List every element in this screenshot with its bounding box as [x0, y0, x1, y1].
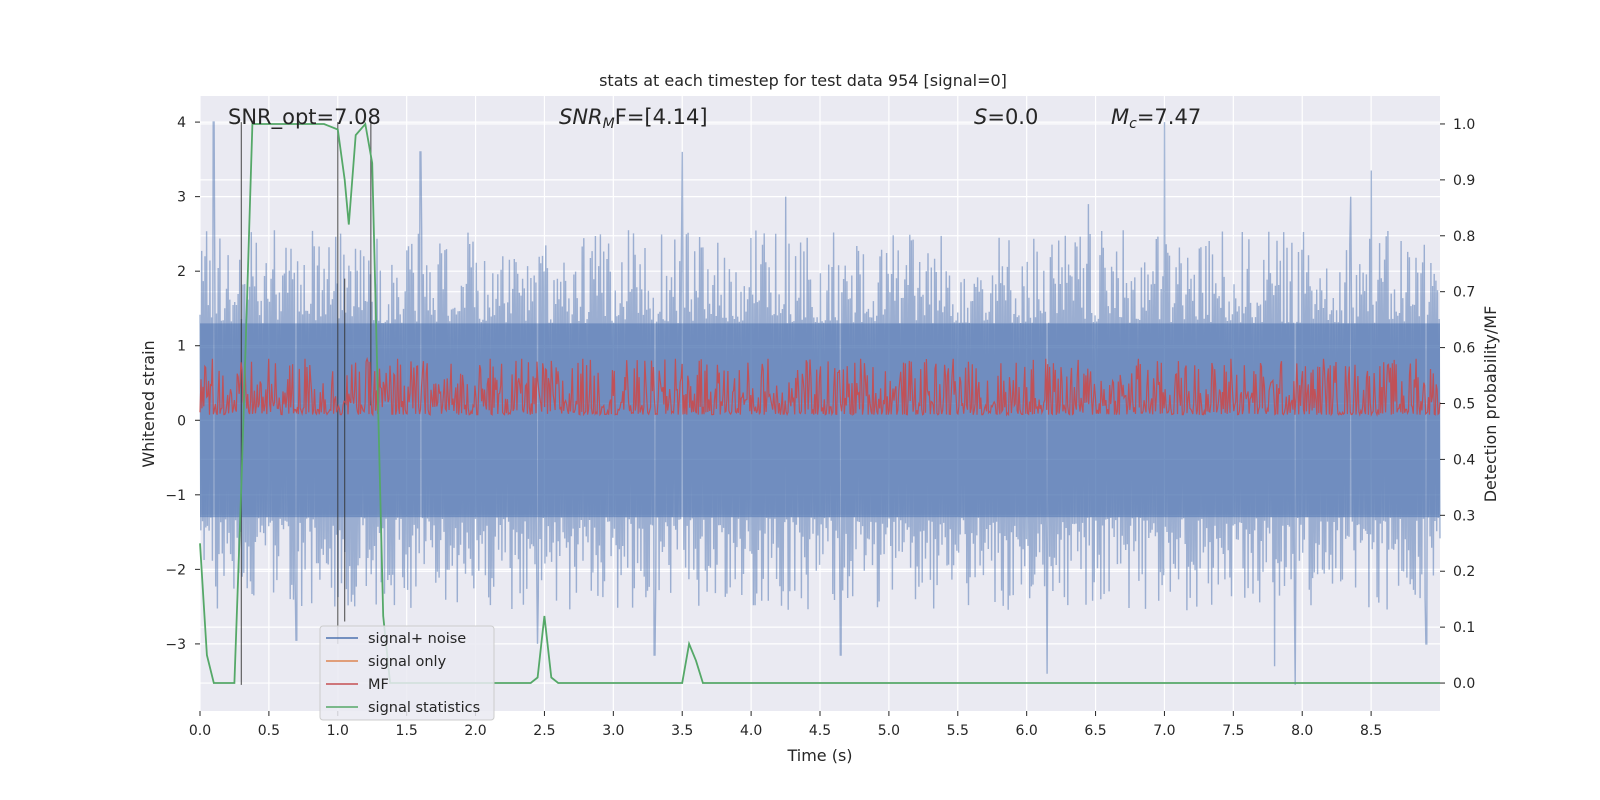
- legend-box: [319, 625, 495, 721]
- x-tick-label-17: 8.5: [1360, 723, 1382, 739]
- x-tick-label-1: 0.5: [258, 723, 280, 739]
- y2-tick-label-2: 0.2: [1453, 564, 1475, 580]
- x-tick-label-9: 4.5: [809, 723, 831, 739]
- y2-tick-label-8: 0.8: [1453, 229, 1475, 245]
- x-tick-label-6: 3.0: [602, 723, 624, 739]
- y2-tick-label-5: 0.5: [1453, 397, 1475, 413]
- x-tick-label-14: 7.0: [1153, 723, 1175, 739]
- legend-label-mf: MF: [368, 677, 389, 693]
- annotation-mc: Mc=7.47: [1111, 105, 1201, 132]
- x-axis-label: Time (s): [786, 746, 852, 765]
- x-tick-label-8: 4.0: [740, 723, 762, 739]
- y2-tick-label-10: 1.0: [1453, 117, 1475, 133]
- noise-trace: [199, 121, 1441, 685]
- legend: signal+ noise signal only MF signal stat…: [319, 625, 495, 721]
- vertical-markers: [240, 122, 372, 685]
- x-tick-label-10: 5.0: [878, 723, 900, 739]
- annotation-snr-opt: SNR_opt=7.08: [228, 105, 381, 130]
- x-tick-label-4: 2.0: [464, 723, 486, 739]
- x-tick-label-3: 1.5: [396, 723, 418, 739]
- y2-tick-label-0: 0.0: [1453, 676, 1475, 692]
- legend-label-signal-statistics: signal statistics: [368, 700, 480, 716]
- x-tick-label-0: 0.0: [189, 723, 211, 739]
- y-tick-label-2: −1: [165, 488, 186, 504]
- y-tick-label-1: −2: [165, 562, 186, 578]
- annotation-snr-mf: SNRMF=[4.14]: [559, 105, 708, 132]
- x-tick-label-5: 2.5: [533, 723, 555, 739]
- x-tick-label-11: 5.5: [947, 723, 969, 739]
- y-tick-label-7: 4: [177, 115, 186, 131]
- y2-tick-label-1: 0.1: [1453, 620, 1475, 636]
- x-tick-label-7: 3.5: [671, 723, 693, 739]
- y-tick-label-3: 0: [177, 413, 186, 429]
- y2-tick-label-3: 0.3: [1453, 508, 1475, 524]
- y2-tick-label-6: 0.6: [1453, 341, 1475, 357]
- series-signal-statistics: [199, 121, 1440, 684]
- y-tick-label-4: 1: [177, 339, 186, 355]
- y2-tick-label-9: 0.9: [1453, 173, 1475, 189]
- y2-axis-label: Detection probability/MF: [1481, 306, 1500, 503]
- y2-tick-label-7: 0.7: [1453, 285, 1475, 301]
- y-axis-right: 0.0 0.1 0.2 0.3 0.4 0.5 0.6 0.7 0.8 0.9 1.0: [1440, 117, 1475, 692]
- chart-title: stats at each timestep for test data 954…: [599, 71, 1007, 90]
- x-tick-label-16: 8.0: [1291, 723, 1313, 739]
- annotations: SNR_opt=7.08 SNRMF=[4.14] S=0.0 Mc=7.47: [228, 105, 1201, 132]
- x-tick-label-13: 6.5: [1084, 723, 1106, 739]
- y-tick-label-0: −3: [165, 637, 186, 653]
- x-tick-label-2: 1.0: [327, 723, 349, 739]
- y2-tick-label-4: 0.4: [1453, 452, 1475, 468]
- legend-label-signal-only: signal only: [368, 654, 447, 670]
- y-tick-label-6: 3: [177, 190, 186, 206]
- y-axis-left: −3 −2 −1 0 1 2 3 4: [165, 115, 200, 653]
- signal-statistics-trace: [199, 121, 1440, 684]
- x-axis: 0.0 0.5 1.0 1.5 2.0 2.5 3.0 3.5 4.0 4.5 5.0 5.5 6.0 6…: [189, 711, 1382, 739]
- x-tick-label-15: 7.5: [1222, 723, 1244, 739]
- y-axis-label: Whitened strain: [139, 340, 158, 467]
- series-signal-noise: [199, 121, 1441, 685]
- x-tick-label-12: 6.0: [1016, 723, 1038, 739]
- legend-label-signal-noise: signal+ noise: [368, 631, 466, 647]
- y-tick-label-5: 2: [177, 264, 186, 280]
- series-mf: [199, 356, 1441, 417]
- annotation-s: S=0.0: [974, 105, 1038, 129]
- mf-trace: [199, 356, 1441, 417]
